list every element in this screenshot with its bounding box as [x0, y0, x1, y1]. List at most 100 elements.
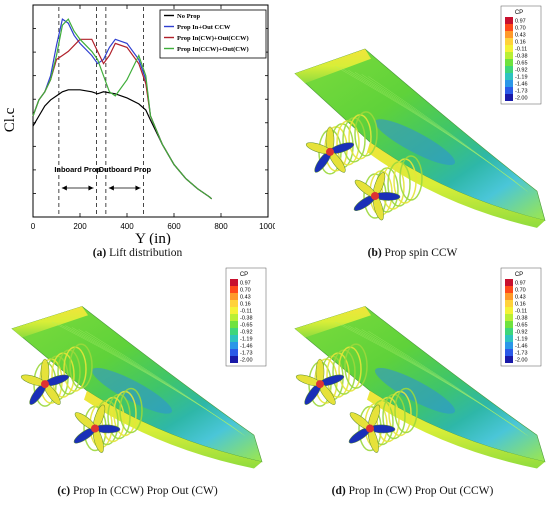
- colorbar-level: -0.11: [240, 309, 252, 315]
- colorbar-swatch: [230, 293, 238, 300]
- wing-contour: [368, 76, 528, 192]
- wing-trailing-edge: [367, 142, 545, 228]
- region-label: Outboard Prop: [98, 165, 151, 174]
- colorbar-swatch: [230, 286, 238, 293]
- cfd-render-d: CP0.970.700.430.16-0.11-0.38-0.65-0.92-1…: [294, 267, 546, 469]
- colorbar-swatch: [505, 38, 513, 45]
- suction-region: [374, 119, 456, 165]
- colorbar-swatch: [505, 286, 513, 293]
- prop-hub: [366, 424, 374, 433]
- caption-a-tag: (a): [92, 247, 107, 259]
- colorbar-title: CP: [515, 272, 523, 278]
- colorbar-swatch: [230, 342, 238, 349]
- caption-d: (d) Prop In (CW) Prop Out (CCW): [275, 485, 550, 497]
- colorbar-level: -1.46: [515, 82, 528, 88]
- colorbar-level: 0.70: [515, 288, 526, 294]
- colorbar-swatch: [230, 321, 238, 328]
- legend-label: Prop In(CCW)+Out(CW): [177, 46, 249, 53]
- colorbar-swatch: [505, 293, 513, 300]
- suction-region: [91, 367, 173, 414]
- legend-box: [159, 9, 267, 59]
- y-axis-label: Cl.c: [2, 107, 18, 132]
- x-tick-label: 1000: [259, 222, 275, 231]
- colorbar-level: 0.16: [240, 302, 251, 308]
- colorbar-level: -0.38: [515, 316, 528, 322]
- colorbar-swatch: [230, 335, 238, 342]
- colorbar-swatch: [505, 73, 513, 80]
- wing-tip: [295, 49, 371, 84]
- region-label: Inboard Prop: [54, 165, 101, 174]
- x-tick-label: 800: [214, 222, 228, 231]
- colorbar-swatch: [505, 356, 513, 363]
- wake-ring: [344, 343, 368, 389]
- colorbar-title: CP: [240, 272, 248, 278]
- colorbar-level: -0.38: [240, 316, 253, 322]
- caption-d-tag: (d): [331, 485, 346, 497]
- caption-d-text: Prop In (CW) Prop Out (CCW): [348, 485, 494, 497]
- wing-trailing-edge: [367, 390, 545, 469]
- colorbar-level: -1.19: [515, 337, 528, 343]
- colorbar-swatch: [505, 24, 513, 31]
- propellers: [295, 343, 418, 453]
- colorbar-swatch: [505, 59, 513, 66]
- colorbar: CP0.970.700.430.16-0.11-0.38-0.65-0.92-1…: [225, 267, 267, 367]
- colorbar-swatch: [230, 307, 238, 314]
- wing-tip: [12, 306, 88, 338]
- propellers: [20, 343, 143, 453]
- colorbar-level: -1.46: [240, 344, 253, 350]
- series-line: [32, 18, 212, 200]
- colorbar-swatch: [230, 279, 238, 286]
- colorbar-swatch: [505, 31, 513, 38]
- caption-a-text: Lift distribution: [109, 247, 183, 259]
- colorbar-swatch: [505, 321, 513, 328]
- caption-c-text: Prop In (CCW) Prop Out (CW): [72, 485, 218, 497]
- colorbar-swatch: [230, 328, 238, 335]
- colorbar-swatch: [505, 66, 513, 73]
- colorbar-level: 0.97: [515, 281, 526, 287]
- colorbar-level: -1.73: [515, 89, 528, 95]
- prop-hub: [371, 192, 379, 200]
- colorbar-swatch: [505, 52, 513, 59]
- colorbar-level: 0.16: [515, 302, 526, 308]
- prop-hub: [91, 424, 99, 433]
- colorbar-level: -0.92: [240, 330, 253, 336]
- caption-b: (b) Prop spin CCW: [275, 247, 550, 259]
- wing-contour: [85, 330, 245, 436]
- panel-c: CP 0.97 0.70 0.43 0.16 -0.11 -0.38 -0.65 -0.92 -1…: [0, 262, 275, 507]
- colorbar-level: 0.97: [515, 19, 526, 25]
- colorbar-swatch: [230, 300, 238, 307]
- colorbar-level: 0.43: [515, 295, 526, 301]
- wake-ring: [354, 111, 378, 157]
- colorbar-swatch: [505, 328, 513, 335]
- caption-b-text: Prop spin CCW: [384, 247, 458, 259]
- caption-b-tag: (b): [367, 247, 382, 259]
- colorbar: CP0.970.700.430.16-0.11-0.38-0.65-0.92-1…: [500, 267, 542, 367]
- panel-b: CP 0.97 0.70 0.43 0.16 -0.11 -0.38 -0.65 -0.92 -1…: [275, 0, 550, 265]
- propellers: [305, 111, 423, 221]
- colorbar-swatch: [505, 335, 513, 342]
- colorbar-swatch: [230, 356, 238, 363]
- wing-contour: [368, 330, 528, 436]
- region-label-bg: [107, 162, 142, 175]
- wake-ring: [399, 155, 423, 201]
- prop-hub: [41, 380, 49, 389]
- colorbar-level: -1.19: [240, 337, 253, 343]
- x-tick-label: 600: [167, 222, 181, 231]
- colorbar-swatch: [505, 87, 513, 94]
- colorbar-level: -1.46: [515, 344, 528, 350]
- panel-d: CP 0.97 0.70 0.43 0.16 -0.11 -0.38 -0.65 -0.92 -1…: [275, 262, 550, 507]
- colorbar-swatch: [230, 349, 238, 356]
- panel-a: 0 200 400 600 800 1000 Inboard Prop Outboard P…: [0, 0, 275, 265]
- colorbar-level: 0.70: [240, 288, 251, 294]
- colorbar-level: -0.65: [515, 323, 528, 329]
- colorbar-swatch: [505, 45, 513, 52]
- colorbar-level: 0.43: [515, 33, 526, 39]
- colorbar-swatch: [505, 314, 513, 321]
- legend-label: Prop In+Out CCW: [177, 24, 231, 31]
- wing-trailing-edge: [84, 390, 262, 469]
- colorbar-level: 0.70: [515, 26, 526, 32]
- x-tick-label: 400: [120, 222, 134, 231]
- x-ticks: 0 200 400 600 800 1000: [31, 5, 275, 231]
- colorbar-level: -0.92: [515, 68, 528, 74]
